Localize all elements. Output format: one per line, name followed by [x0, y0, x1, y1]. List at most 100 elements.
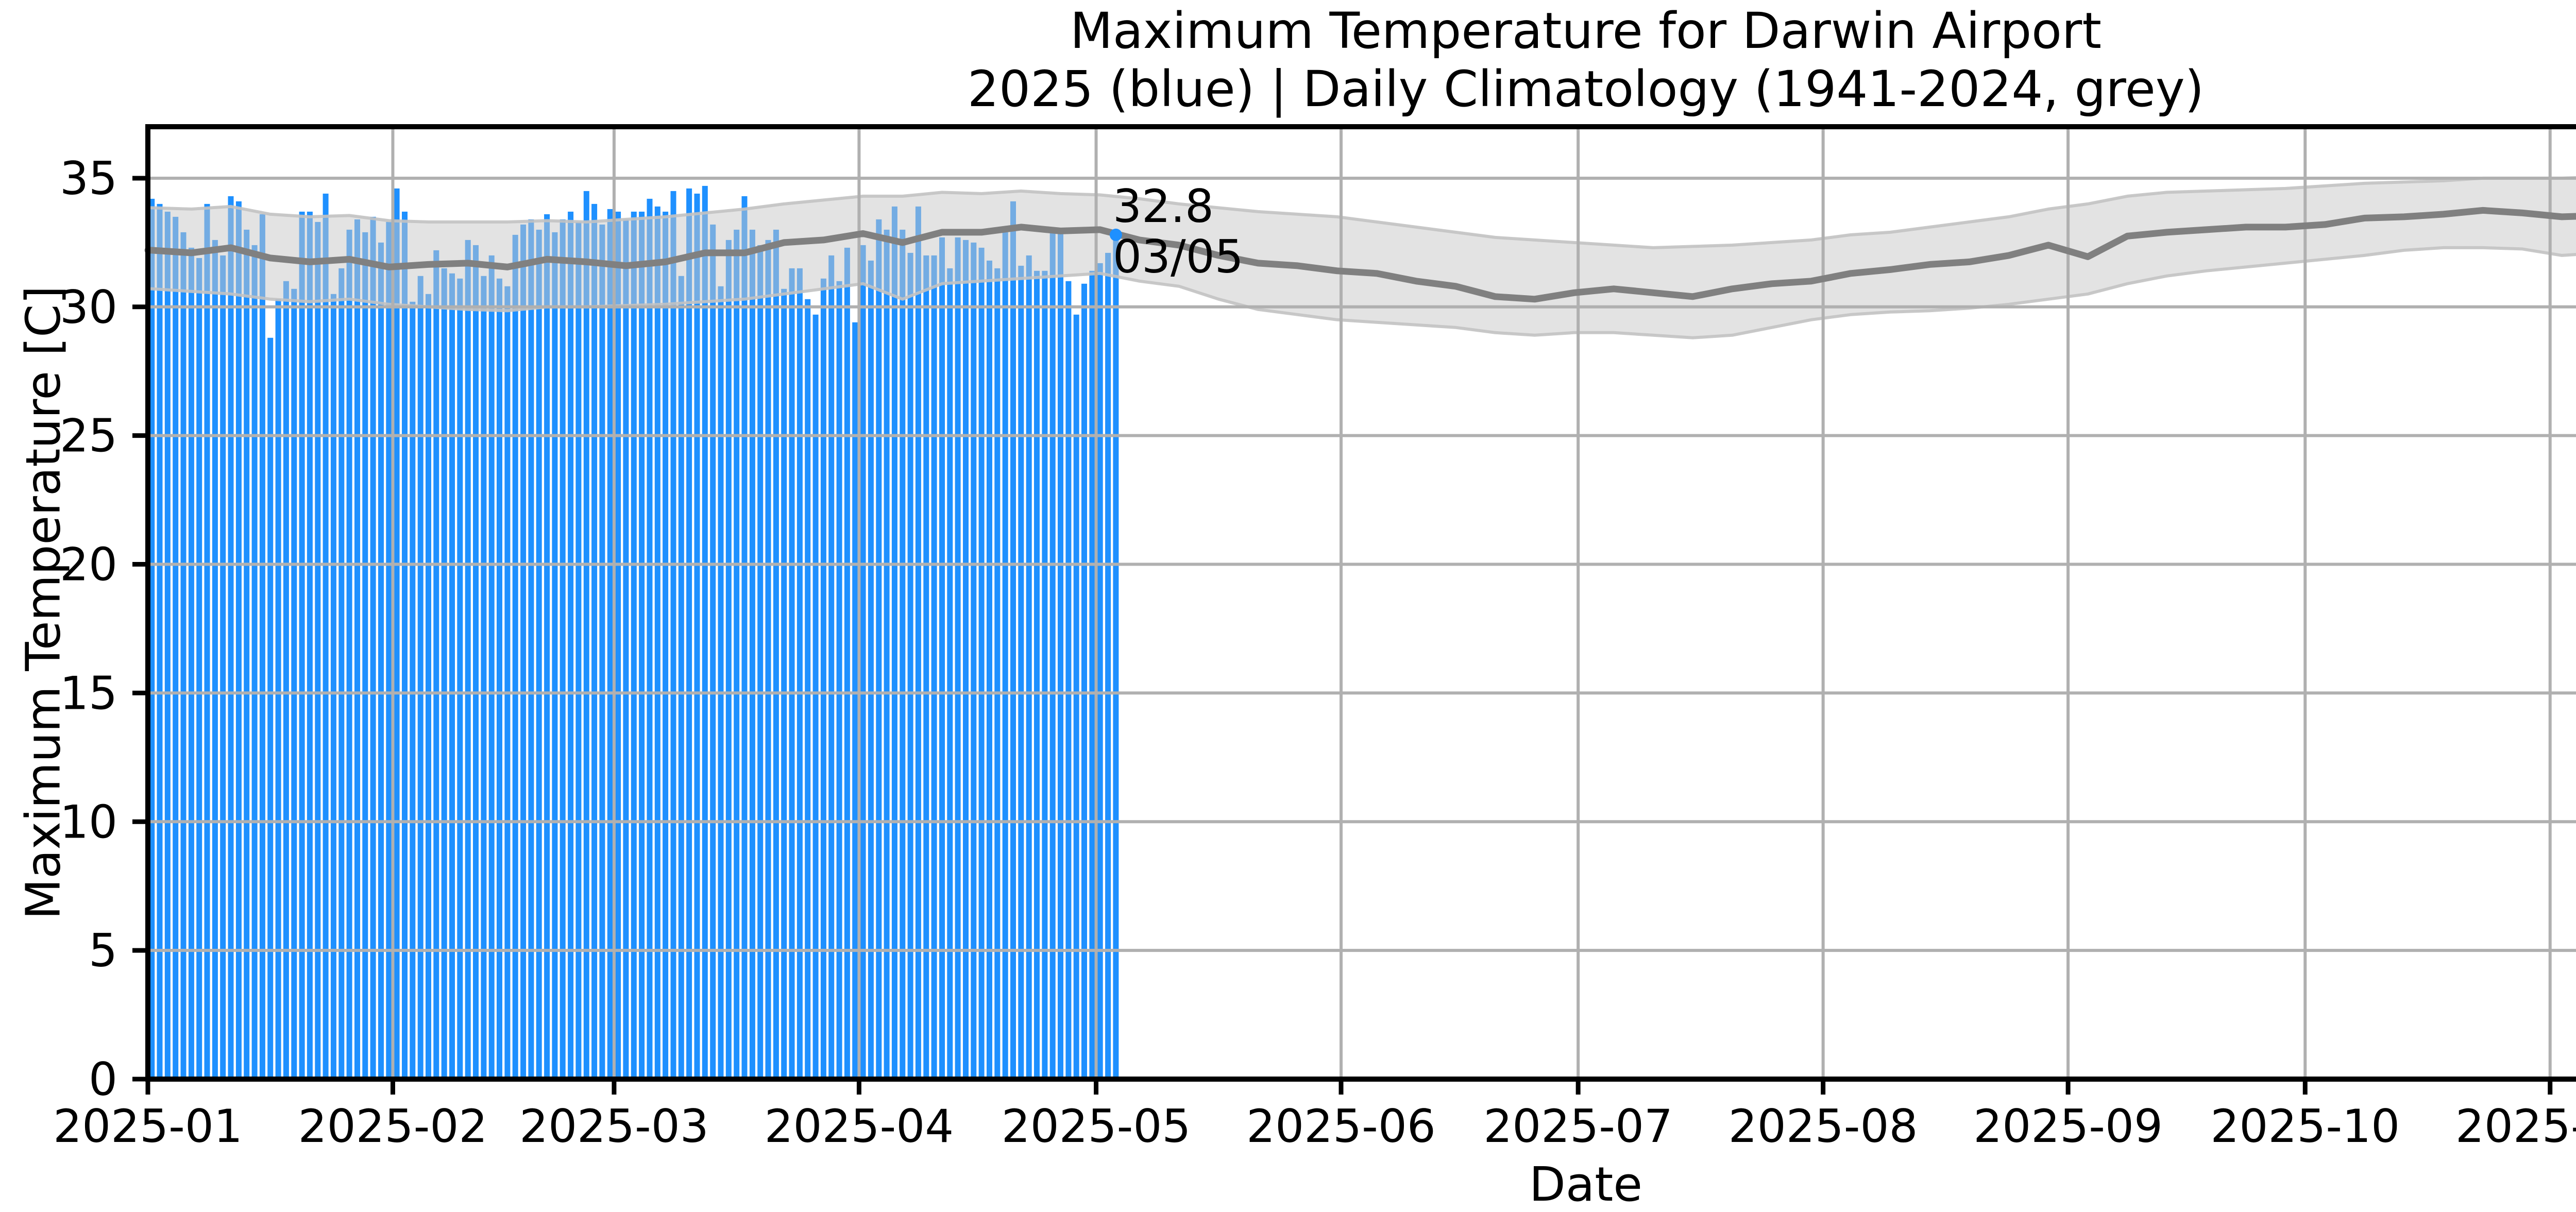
bar [781, 288, 787, 1079]
x-tick-label: 2025-11 [2455, 1100, 2576, 1153]
bar [615, 211, 621, 1079]
bar [654, 206, 660, 1079]
bar [631, 211, 637, 1079]
y-tick-label: 5 [89, 924, 117, 977]
bar [330, 294, 336, 1079]
bar [481, 276, 487, 1079]
bar [915, 206, 921, 1079]
bar [1002, 232, 1008, 1079]
bar [663, 211, 669, 1079]
bar [433, 250, 439, 1079]
bar [315, 221, 321, 1079]
bar [583, 191, 589, 1079]
bar [757, 245, 764, 1079]
bar [884, 229, 890, 1079]
bar [323, 193, 329, 1079]
bar [338, 268, 345, 1079]
axis-tick-labels: 2025-01 2025-02 2025-03 2025-04 2025-05 2025-… [53, 152, 2576, 1153]
bar [1065, 281, 1072, 1079]
bar [410, 301, 416, 1079]
bar [686, 188, 692, 1079]
bar [907, 252, 913, 1079]
bar [251, 245, 258, 1079]
bar [291, 288, 297, 1079]
bar [1105, 252, 1111, 1079]
y-tick-label: 35 [60, 152, 117, 205]
bar [734, 229, 740, 1079]
chart-title-line1: Maximum Temperature for Darwin Airport [1070, 2, 2102, 60]
bar [820, 278, 826, 1079]
bar [868, 260, 874, 1079]
bar [987, 260, 992, 1079]
bar [402, 211, 408, 1079]
bar [275, 299, 281, 1079]
y-tick-label: 15 [60, 667, 117, 720]
bar [812, 314, 819, 1079]
bar [512, 234, 518, 1079]
bar [678, 276, 684, 1079]
bar [828, 255, 835, 1079]
bar [670, 191, 676, 1079]
bar [939, 237, 945, 1079]
chart-title: Maximum Temperature for Darwin Airport 20… [968, 2, 2204, 118]
bar [1081, 283, 1087, 1079]
bar [244, 229, 250, 1079]
bar [647, 198, 653, 1079]
x-tick-label: 2025-06 [1246, 1100, 1436, 1153]
bar [710, 224, 716, 1079]
bar [1089, 270, 1095, 1079]
bar [417, 276, 423, 1079]
bar [528, 219, 534, 1079]
bar [765, 240, 771, 1079]
bar [971, 242, 977, 1079]
bar [891, 206, 897, 1079]
x-tick-label: 2025-08 [1728, 1100, 1918, 1153]
bar [923, 255, 929, 1079]
bar [536, 229, 542, 1079]
y-tick-label: 30 [60, 281, 117, 334]
bar [1026, 255, 1032, 1079]
x-tick-label: 2025-05 [1002, 1100, 1191, 1153]
bar [1113, 234, 1119, 1079]
bar [560, 219, 566, 1079]
y-axis-label: Maximum Temperature [C] [15, 285, 71, 920]
bar [307, 211, 313, 1079]
bar [267, 337, 274, 1079]
x-tick-label: 2025-10 [2210, 1100, 2400, 1153]
bar [157, 203, 163, 1079]
bar [1097, 263, 1103, 1079]
bar [544, 214, 550, 1079]
bar [354, 219, 360, 1079]
bar [370, 216, 376, 1079]
bar [947, 268, 953, 1079]
bar [796, 268, 803, 1079]
bar [228, 196, 234, 1079]
bar [789, 268, 795, 1079]
bar [978, 247, 985, 1079]
bar [457, 278, 463, 1079]
bar [741, 196, 748, 1079]
bar [599, 224, 605, 1079]
bar [591, 203, 598, 1079]
bar [188, 247, 194, 1079]
bar [1018, 265, 1024, 1079]
bar [694, 193, 700, 1079]
bar [836, 281, 842, 1079]
bar [607, 209, 613, 1079]
bar [426, 294, 431, 1079]
bar [465, 240, 471, 1079]
climatology-mean-line [144, 207, 2576, 303]
bar [449, 273, 455, 1079]
bar [639, 211, 645, 1079]
bar [504, 286, 511, 1079]
bar [963, 240, 969, 1079]
bar [900, 229, 906, 1079]
x-tick-label: 2025-01 [53, 1100, 243, 1153]
bar [299, 211, 305, 1079]
bar [1049, 232, 1056, 1079]
bar [994, 268, 1001, 1079]
bar [346, 229, 352, 1079]
bar [149, 198, 155, 1079]
